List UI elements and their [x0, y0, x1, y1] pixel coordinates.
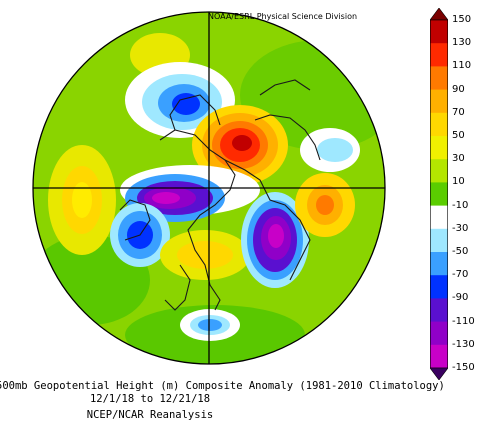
colorbar-tick-label: 10 [452, 176, 465, 188]
map-boundary [32, 11, 386, 365]
colorbar-tick-label: 130 [452, 37, 472, 49]
negative-anomaly [268, 224, 284, 248]
colorbar-tick-label: 30 [452, 153, 465, 165]
colorbar-segment [430, 298, 448, 323]
positive-anomaly [232, 135, 252, 151]
caption-dates: 12/1/18 to 12/21/18 [89, 393, 211, 405]
colorbar-segment [430, 136, 448, 160]
colorbar [430, 8, 448, 380]
colorbar-segment [430, 112, 448, 137]
colorbar-tick-label: 110 [452, 60, 472, 72]
positive-anomaly [177, 241, 233, 269]
colorbar-min-arrow [430, 367, 448, 380]
colorbar-tick-label: 90 [452, 83, 465, 95]
colorbar-segment [430, 159, 448, 183]
positive-anomaly [72, 182, 92, 218]
negative-anomaly [317, 138, 353, 162]
negative-anomaly [198, 319, 222, 331]
caption-title: 500mb Geopotential Height (m) Composite … [0, 380, 445, 392]
colorbar-tick-label: -70 [452, 269, 469, 281]
colorbar-segment [430, 205, 448, 230]
colorbar-segment [430, 20, 448, 44]
caption-source: NCEP/NCAR Reanalysis [86, 409, 214, 421]
coastlines [119, 79, 321, 311]
colorbar-segment [430, 252, 448, 276]
colorbar-tick-label: -130 [452, 338, 475, 350]
colorbar-tick-label: -10 [452, 199, 469, 211]
colorbar-tick-label: -150 [452, 362, 475, 373]
colorbar-segment [430, 43, 448, 67]
credit-text: NOAA/ESRL Physical Science Division [208, 12, 358, 21]
negative-anomaly [152, 192, 180, 204]
colorbar-tick-label: 150 [452, 14, 472, 25]
colorbar-segment [430, 182, 448, 207]
colorbar-segment [430, 228, 448, 253]
colorbar-tick-label: -90 [452, 292, 469, 304]
colorbar-tick-label: 70 [452, 106, 465, 118]
negative-anomaly [172, 93, 200, 115]
colorbar-tick-label: -110 [452, 315, 475, 327]
colorbar-tick-label: 50 [452, 130, 465, 141]
colorbar-max-arrow [430, 8, 448, 21]
colorbar-tick-label: -30 [452, 222, 469, 234]
colorbar-tick-label: -50 [452, 246, 469, 257]
positive-anomaly [316, 195, 334, 215]
colorbar-segment [430, 66, 448, 91]
colorbar-segment [430, 344, 448, 369]
graticule [33, 12, 385, 364]
colorbar-segment [430, 321, 448, 346]
colorbar-segment [430, 275, 448, 299]
colorbar-segment [430, 89, 448, 114]
